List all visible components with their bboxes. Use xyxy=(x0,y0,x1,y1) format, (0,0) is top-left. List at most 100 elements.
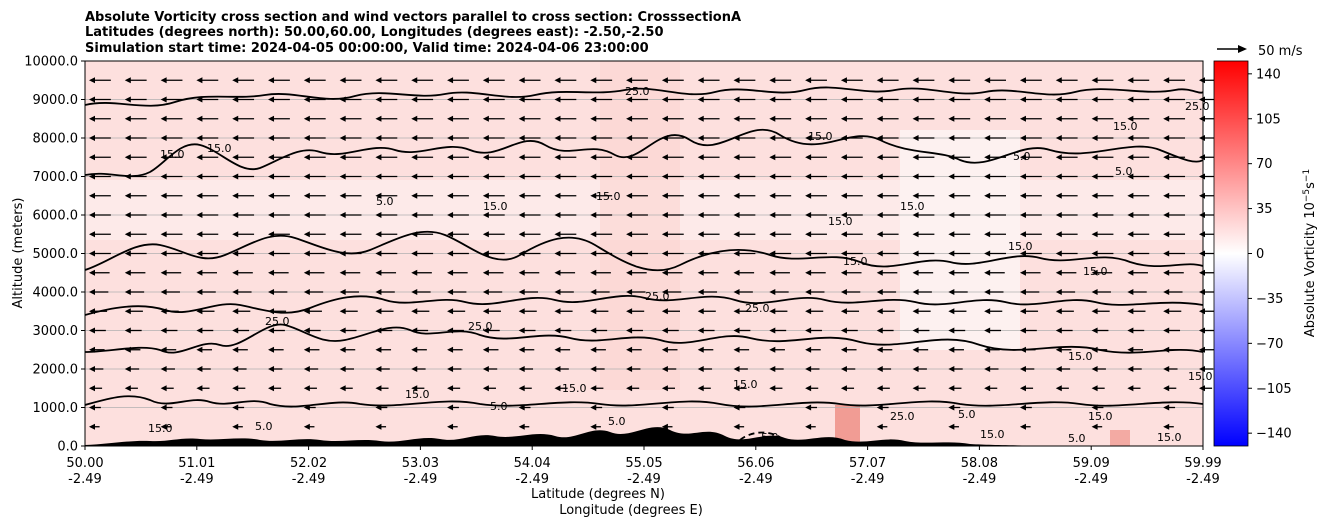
contour-line-5-lower xyxy=(85,395,1203,408)
contour-label-15-e: 15.0 xyxy=(808,130,833,143)
wind-vector xyxy=(948,135,971,141)
wind-vector xyxy=(89,423,100,430)
wind-vector xyxy=(1127,250,1150,257)
wind-vector xyxy=(1127,192,1150,199)
wind-vector xyxy=(948,423,959,430)
wind-vector xyxy=(733,115,756,122)
wind-vector xyxy=(232,115,255,122)
wind-vector xyxy=(1019,404,1032,411)
wind-vector xyxy=(626,115,648,122)
wind-vector xyxy=(733,250,756,257)
wind-vector xyxy=(268,327,285,334)
wind-vector xyxy=(912,366,927,372)
wind-vector xyxy=(1163,250,1186,257)
wind-vector xyxy=(196,154,219,161)
wind-vector xyxy=(411,231,434,238)
colorbar-tick-label: −35 xyxy=(1256,292,1283,307)
wind-vector xyxy=(805,385,819,392)
wind-vector xyxy=(375,250,398,257)
wind-vector xyxy=(89,212,111,218)
wind-vector xyxy=(518,289,539,295)
wind-vector xyxy=(984,135,1007,141)
wind-vector xyxy=(1055,212,1078,218)
wind-vector xyxy=(303,250,326,257)
wind-vector xyxy=(89,115,111,122)
wind-vector xyxy=(912,212,935,218)
wind-vector xyxy=(733,308,752,315)
wind-vector xyxy=(1091,115,1114,122)
wind-vector xyxy=(912,192,935,199)
wind-vector xyxy=(447,269,468,276)
wind-vector xyxy=(1055,115,1078,122)
wind-vector xyxy=(89,269,110,276)
wind-vector xyxy=(303,366,319,372)
wind-vector xyxy=(661,231,684,238)
x-tick-label-longitude: -2.49 xyxy=(1074,472,1108,487)
wind-vector xyxy=(590,385,604,392)
wind-vector xyxy=(447,250,469,257)
wind-vector xyxy=(160,366,175,372)
wind-vector xyxy=(339,96,362,103)
wind-vector xyxy=(160,308,179,315)
wind-vector xyxy=(447,404,459,411)
wind-vector xyxy=(912,115,935,122)
wind-vector xyxy=(626,308,645,315)
wind-vector xyxy=(268,173,290,180)
wind-vector xyxy=(840,77,863,84)
wind-vector xyxy=(697,250,720,257)
wind-vector xyxy=(89,289,109,295)
wind-vector xyxy=(1163,366,1178,372)
chart-title-line-1: Absolute Vorticity cross section and win… xyxy=(85,10,741,25)
wind-vector xyxy=(196,96,219,103)
wind-vector xyxy=(411,77,434,84)
wind-vector xyxy=(1019,366,1035,372)
wind-vector xyxy=(518,366,534,372)
wind-vector xyxy=(590,250,613,257)
wind-vector xyxy=(1019,192,1042,199)
wind-vector xyxy=(661,96,684,103)
wind-vector xyxy=(375,385,389,392)
wind-vector xyxy=(984,96,1007,103)
wind-vector xyxy=(876,173,899,180)
wind-vector xyxy=(89,192,111,199)
y-tick-label: 4000.0 xyxy=(33,286,79,301)
wind-vector xyxy=(232,154,255,161)
wind-vector xyxy=(89,327,106,334)
wind-vector xyxy=(1091,308,1110,315)
wind-vector xyxy=(339,250,362,257)
wind-vector xyxy=(518,327,536,334)
wind-vector xyxy=(303,289,324,295)
wind-vector xyxy=(554,96,577,103)
wind-vector xyxy=(697,212,720,218)
y-tick-label: 5000.0 xyxy=(33,247,79,262)
wind-vector xyxy=(1091,404,1104,411)
colorbar-label-base: Absolute Vorticity 10 xyxy=(1303,202,1318,337)
wind-vector xyxy=(626,366,641,372)
wind-vector xyxy=(482,327,500,334)
wind-vector xyxy=(303,192,326,199)
wind-vector xyxy=(375,366,390,372)
wind-vector xyxy=(948,327,966,334)
wind-vector xyxy=(912,269,934,276)
wind-vector xyxy=(124,212,147,218)
wind-vector xyxy=(948,404,961,411)
wind-vector xyxy=(482,192,505,199)
wind-vector xyxy=(697,96,720,103)
wind-vector xyxy=(518,173,541,180)
wind-vector xyxy=(124,385,138,392)
wind-vector xyxy=(876,308,895,315)
wind-vector xyxy=(482,346,499,353)
wind-vector xyxy=(769,385,783,392)
wind-vector xyxy=(160,192,183,199)
wind-vector xyxy=(232,212,255,218)
contour-label-15-k: 15.0 xyxy=(1113,120,1138,133)
wind-vector xyxy=(697,231,720,238)
wind-vector xyxy=(876,269,898,276)
wind-vector xyxy=(160,115,183,122)
wind-vector xyxy=(124,308,143,315)
contour-label-15-n: 15.0 xyxy=(148,422,173,435)
wind-vector xyxy=(769,308,788,315)
wind-vector xyxy=(196,289,216,295)
wind-vector xyxy=(89,154,111,161)
wind-vector xyxy=(232,96,255,103)
